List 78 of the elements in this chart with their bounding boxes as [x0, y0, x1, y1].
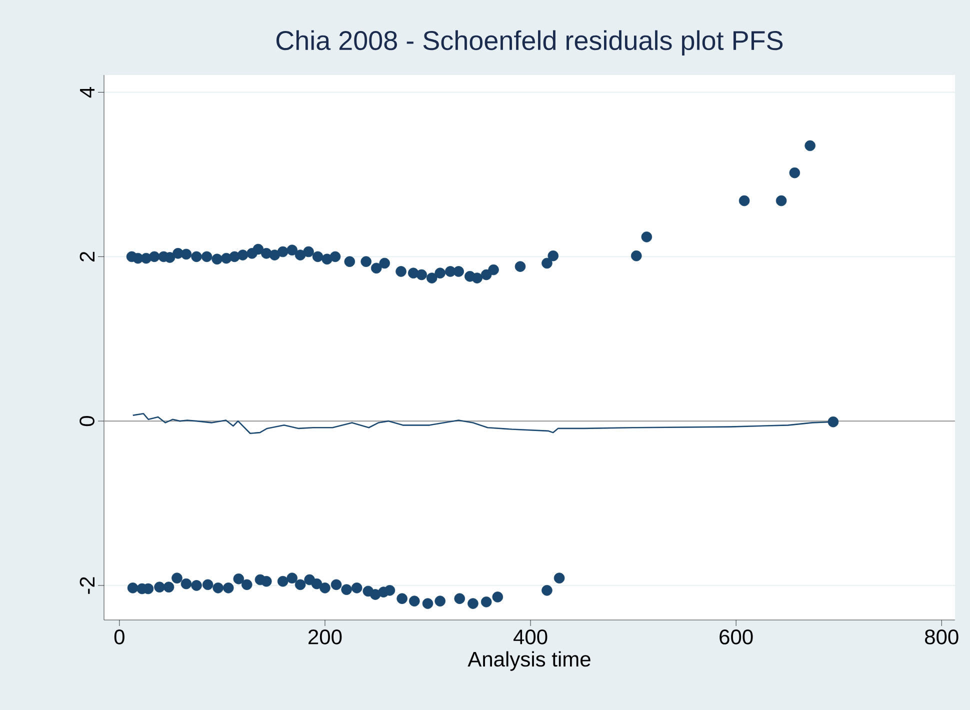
point: [191, 251, 202, 262]
point: [277, 246, 288, 258]
point: [172, 572, 182, 584]
point: [212, 582, 224, 594]
point: [180, 578, 192, 590]
point: [396, 266, 406, 277]
x-axis-title: Analysis time: [468, 651, 590, 671]
point: [212, 254, 222, 265]
point: [422, 598, 434, 609]
point: [454, 593, 466, 604]
point: [360, 256, 372, 267]
point: [488, 264, 499, 276]
point: [222, 582, 234, 594]
point: [311, 578, 322, 590]
point: [154, 582, 165, 593]
x-tick-label: 200: [308, 630, 342, 644]
point: [492, 592, 504, 602]
point: [434, 596, 446, 606]
point: [294, 579, 306, 590]
point: [294, 250, 306, 260]
chart-title: Chia 2008 - Schoenfeld residuals plot PFS: [276, 30, 783, 56]
point: [252, 244, 264, 255]
x-tick-label: 800: [925, 630, 958, 644]
point: [202, 579, 214, 590]
point: [148, 251, 160, 262]
point: [351, 582, 362, 594]
point: [426, 272, 438, 284]
point: [312, 251, 324, 262]
point: [163, 582, 174, 593]
point: [330, 579, 342, 590]
point: [344, 256, 356, 267]
point: [789, 167, 800, 178]
point: [370, 262, 382, 274]
point: [330, 251, 341, 262]
point: [277, 576, 288, 587]
point: [548, 250, 559, 262]
point: [542, 584, 552, 596]
point: [320, 582, 330, 594]
point: [396, 593, 408, 604]
point: [514, 261, 526, 272]
point: [233, 573, 244, 584]
point: [472, 272, 482, 284]
point: [416, 269, 427, 280]
point: [286, 572, 298, 584]
x-tick-label: 400: [513, 630, 548, 644]
point: [738, 195, 750, 206]
y-tick-label: 4: [80, 87, 94, 98]
point: [554, 572, 565, 584]
point: [237, 250, 248, 260]
point: [828, 416, 839, 428]
point: [408, 596, 420, 606]
point: [776, 195, 787, 206]
point: [434, 268, 446, 278]
point: [641, 232, 652, 242]
point: [201, 251, 212, 262]
point: [191, 580, 202, 591]
x-tick-label: 600: [720, 630, 753, 644]
point: [379, 258, 390, 269]
point: [468, 598, 478, 609]
point: [480, 269, 492, 280]
point: [286, 244, 298, 256]
y-tick-label: 2: [80, 252, 94, 262]
point: [127, 582, 138, 594]
point: [630, 250, 642, 262]
point: [453, 266, 464, 277]
x-tick-label: 0: [114, 630, 124, 644]
point: [804, 140, 816, 152]
point: [241, 579, 252, 590]
point: [480, 596, 492, 608]
point: [269, 250, 280, 260]
y-tick-label: -2: [80, 577, 94, 594]
point: [542, 258, 552, 269]
point: [384, 584, 396, 596]
point: [180, 248, 192, 260]
point: [260, 576, 272, 587]
point: [341, 584, 352, 595]
point: [303, 246, 314, 258]
y-tick-label: 0: [80, 416, 94, 426]
